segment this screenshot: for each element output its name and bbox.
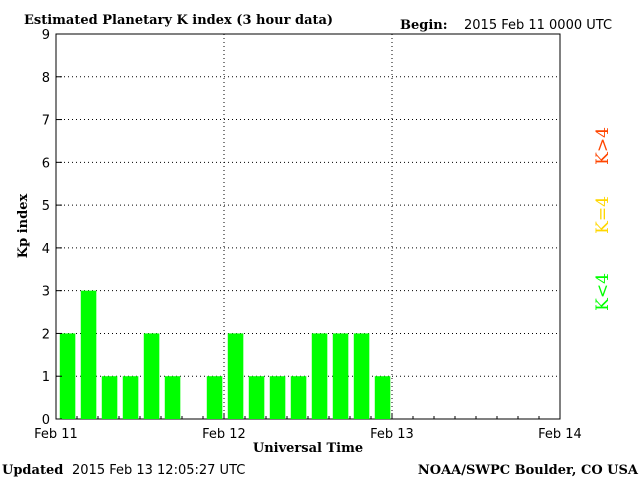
y-tick-label: 7 xyxy=(42,114,50,129)
x-tick-label: Feb 14 xyxy=(538,427,582,442)
kp-bar xyxy=(227,333,244,419)
y-axis-ticks: 0 1 2 3 4 5 6 7 8 9 xyxy=(42,28,62,428)
y-tick-label: 0 xyxy=(42,413,50,428)
kp-bar xyxy=(59,333,76,419)
kp-bar xyxy=(353,333,370,419)
updated-label: Updated xyxy=(2,463,63,478)
y-tick-label: 6 xyxy=(42,156,50,171)
kp-bar xyxy=(311,333,328,419)
x-axis-title: Universal Time xyxy=(253,441,363,456)
x-tick-label: Feb 11 xyxy=(34,427,78,442)
kp-bar xyxy=(164,376,181,419)
y-axis-title: Kp index xyxy=(16,194,31,259)
kp-bar xyxy=(248,376,265,419)
data-source: NOAA/SWPC Boulder, CO USA xyxy=(418,463,639,478)
x-axis-ticks: Feb 11 Feb 12 Feb 13 Feb 14 xyxy=(34,413,582,442)
legend-k-above-4: K>4 xyxy=(593,127,613,165)
chart-title: Estimated Planetary K index (3 hour data… xyxy=(24,13,333,28)
legend-k-below-4: K<4 xyxy=(593,273,613,311)
begin-value: 2015 Feb 11 0000 UTC xyxy=(464,18,612,33)
grid-lines xyxy=(56,34,560,419)
kp-bar xyxy=(206,376,223,419)
y-tick-label: 3 xyxy=(42,285,50,300)
updated-value: 2015 Feb 13 12:05:27 UTC xyxy=(72,463,245,478)
y-tick-label: 8 xyxy=(42,71,50,86)
y-tick-label: 5 xyxy=(42,199,50,214)
kp-bar xyxy=(290,376,307,419)
x-tick-label: Feb 13 xyxy=(370,427,414,442)
kp-bar xyxy=(122,376,139,419)
y-tick-label: 9 xyxy=(42,28,50,43)
kp-bar xyxy=(269,376,286,419)
y-tick-label: 2 xyxy=(42,327,50,342)
y-tick-label: 4 xyxy=(42,242,50,257)
kp-bar xyxy=(143,333,160,419)
x-tick-label: Feb 12 xyxy=(202,427,246,442)
legend-k-equal-4: K=4 xyxy=(593,196,613,234)
kp-bar xyxy=(101,376,118,419)
kp-bar xyxy=(80,290,97,419)
kp-bar xyxy=(332,333,349,419)
plot-area xyxy=(55,33,561,420)
begin-label: Begin: xyxy=(400,18,448,33)
y-tick-label: 1 xyxy=(42,370,50,385)
bars-group xyxy=(59,290,391,419)
kp-bar xyxy=(374,376,391,419)
